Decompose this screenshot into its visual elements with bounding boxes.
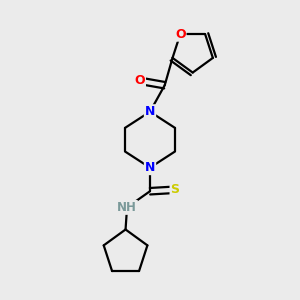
Text: NH: NH <box>117 201 137 214</box>
Text: O: O <box>175 28 185 41</box>
Text: N: N <box>145 105 155 118</box>
Text: S: S <box>170 183 179 196</box>
Text: O: O <box>134 74 145 87</box>
Text: N: N <box>145 161 155 174</box>
